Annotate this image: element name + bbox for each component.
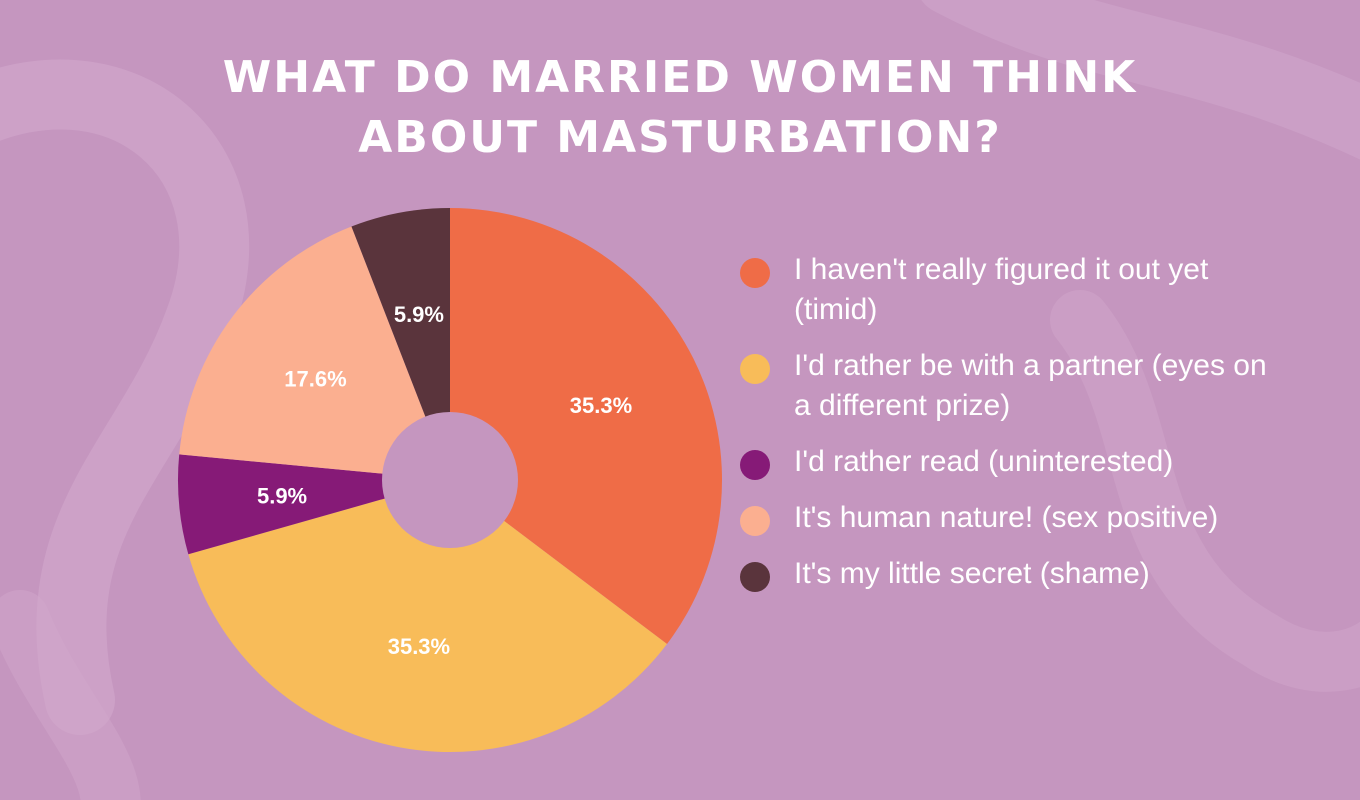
pie-slice-4 <box>351 208 450 480</box>
chart-legend: I haven't really figured it out yet (tim… <box>740 250 1340 610</box>
slice-label-3: 17.6% <box>284 366 346 391</box>
slice-label-1: 35.3% <box>388 634 450 659</box>
chart-title: WHAT DO MARRIED WOMEN THINK ABOUT MASTUR… <box>0 48 1360 168</box>
slice-label-0: 35.3% <box>570 393 632 418</box>
legend-item-0: I haven't really figured it out yet (tim… <box>740 250 1340 330</box>
legend-item-4: It's my little secret (shame) <box>740 554 1340 594</box>
slice-label-2: 5.9% <box>257 483 307 508</box>
title-line-1: WHAT DO MARRIED WOMEN THINK <box>222 52 1138 103</box>
legend-swatch-1 <box>740 354 770 384</box>
legend-swatch-2 <box>740 450 770 480</box>
legend-swatch-4 <box>740 562 770 592</box>
legend-label-4: It's my little secret (shame) <box>794 557 1150 590</box>
legend-label-0: I haven't really figured it out yet (tim… <box>794 253 1209 326</box>
pie-slice-2 <box>178 454 450 555</box>
legend-item-2: I'd rather read (uninterested) <box>740 442 1340 482</box>
legend-label-1: I'd rather be with a partner (eyes on a … <box>794 349 1267 422</box>
legend-label-2: I'd rather read (uninterested) <box>794 445 1174 478</box>
donut-hole <box>382 412 518 548</box>
legend-item-1: I'd rather be with a partner (eyes on a … <box>740 346 1340 426</box>
legend-swatch-0 <box>740 258 770 288</box>
donut-chart: 35.3% 35.3% 5.9% 17.6% 5.9% <box>178 208 722 752</box>
pie-slice-3 <box>179 226 450 480</box>
slice-label-4: 5.9% <box>394 302 444 327</box>
legend-swatch-3 <box>740 506 770 536</box>
legend-label-3: It's human nature! (sex positive) <box>794 501 1219 534</box>
pie-slice-1 <box>188 480 668 752</box>
pie-slice-0 <box>450 208 722 644</box>
legend-item-3: It's human nature! (sex positive) <box>740 498 1340 538</box>
title-line-2: ABOUT MASTURBATION? <box>358 112 1002 163</box>
